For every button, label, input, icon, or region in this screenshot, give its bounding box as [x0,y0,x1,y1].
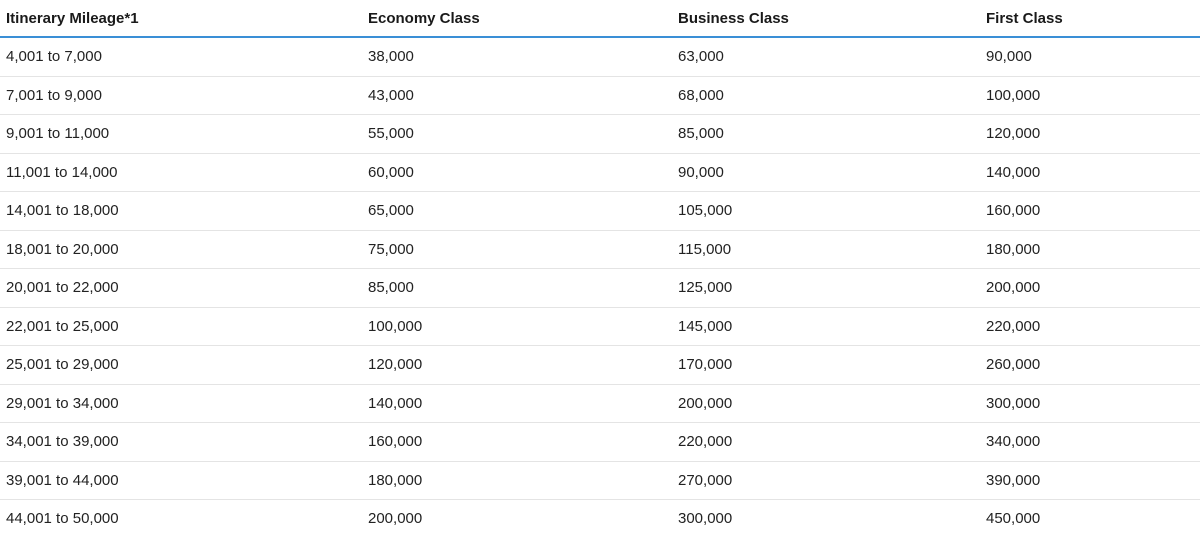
cell-itinerary-mileage: 4,001 to 7,000 [0,37,362,77]
cell-itinerary-mileage: 34,001 to 39,000 [0,422,362,462]
cell-itinerary-mileage: 44,001 to 50,000 [6,510,119,528]
cell-business-class: 90,000 [672,153,980,192]
cell-first-class: 100,000 [980,76,1200,115]
cell-itinerary-mileage: 25,001 to 29,000 [0,345,362,385]
cell-business-class: 270,000 [672,461,980,500]
cell-first-class: 90,000 [980,37,1200,77]
cell-business-class: 200,000 [672,384,980,423]
header-economy-class: Economy Class [362,0,672,38]
table-row: 34,001 to 39,000 160,000 220,000 340,000 [0,422,1200,462]
cell-economy-class: 180,000 [362,461,672,500]
header-first-class: First Class [980,0,1200,38]
cell-economy-class: 55,000 [362,114,672,154]
table-row: 44,001 to 50,000 200,000 300,000 450,000 [0,500,1200,538]
cell-first-class: 160,000 [980,191,1200,231]
table-row: 20,001 to 22,000 85,000 125,000 200,000 [0,268,1200,308]
cell-first-class: 120,000 [980,114,1200,154]
cell-economy-class: 140,000 [362,384,672,423]
header-business-class: Business Class [672,0,980,38]
table-row: 22,001 to 25,000 100,000 145,000 220,000 [0,307,1200,346]
cell-economy-class: 100,000 [362,307,672,346]
cell-economy-class: 75,000 [362,230,672,269]
cell-first-class: 200,000 [980,268,1200,308]
cell-economy-class: 200,000 [368,510,423,528]
cell-business-class: 125,000 [672,268,980,308]
cell-business-class: 115,000 [672,230,980,269]
table-row: 11,001 to 14,000 60,000 90,000 140,000 [0,153,1200,192]
cell-itinerary-mileage: 11,001 to 14,000 [0,153,362,192]
table-row: 7,001 to 9,000 43,000 68,000 100,000 [0,76,1200,115]
table-row: 29,001 to 34,000 140,000 200,000 300,000 [0,384,1200,423]
table-body: 4,001 to 7,000 38,000 63,000 90,000 7,001 to… [0,37,1200,538]
cell-economy-class: 65,000 [362,191,672,231]
cell-first-class: 260,000 [980,345,1200,385]
table-row: 39,001 to 44,000 180,000 270,000 390,000 [0,461,1200,500]
cell-business-class: 68,000 [672,76,980,115]
cell-economy-class: 85,000 [362,268,672,308]
cell-first-class: 220,000 [980,307,1200,346]
cell-economy-class: 60,000 [362,153,672,192]
cell-business-class: 220,000 [672,422,980,462]
table-row: 14,001 to 18,000 65,000 105,000 160,000 [0,191,1200,231]
cell-itinerary-mileage: 22,001 to 25,000 [0,307,362,346]
cell-economy-class: 38,000 [362,37,672,77]
cell-itinerary-mileage: 18,001 to 20,000 [0,230,362,269]
cell-business-class: 170,000 [672,345,980,385]
cell-itinerary-mileage: 39,001 to 44,000 [0,461,362,500]
cell-first-class: 390,000 [980,461,1200,500]
cell-first-class: 140,000 [980,153,1200,192]
cell-first-class: 450,000 [986,510,1041,528]
cell-itinerary-mileage: 14,001 to 18,000 [0,191,362,231]
table-header: Itinerary Mileage*1 Economy Class Busine… [0,0,1200,38]
cell-economy-class: 120,000 [362,345,672,385]
cell-itinerary-mileage: 29,001 to 34,000 [0,384,362,423]
cell-itinerary-mileage: 9,001 to 11,000 [0,114,362,154]
cell-first-class: 340,000 [980,422,1200,462]
table-row: 25,001 to 29,000 120,000 170,000 260,000 [0,345,1200,385]
cell-economy-class: 43,000 [362,76,672,115]
header-row: Itinerary Mileage*1 Economy Class Busine… [0,0,1200,38]
cell-economy-class: 160,000 [362,422,672,462]
cell-business-class: 105,000 [672,191,980,231]
table-row: 4,001 to 7,000 38,000 63,000 90,000 [0,37,1200,77]
cell-itinerary-mileage: 20,001 to 22,000 [0,268,362,308]
table-row: 18,001 to 20,000 75,000 115,000 180,000 [0,230,1200,269]
cell-business-class: 300,000 [678,510,733,528]
cell-business-class: 85,000 [672,114,980,154]
cell-first-class: 300,000 [980,384,1200,423]
header-itinerary-mileage: Itinerary Mileage*1 [0,0,362,38]
cell-itinerary-mileage: 7,001 to 9,000 [0,76,362,115]
cell-business-class: 145,000 [672,307,980,346]
table-row: 9,001 to 11,000 55,000 85,000 120,000 [0,114,1200,154]
cell-business-class: 63,000 [672,37,980,77]
cell-first-class: 180,000 [980,230,1200,269]
